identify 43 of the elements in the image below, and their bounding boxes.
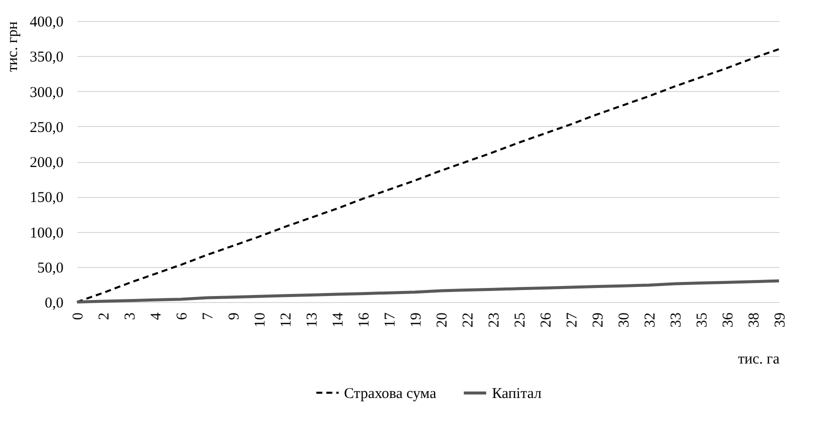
- x-tick-label: 35: [694, 312, 710, 328]
- x-tick-label: 19: [408, 312, 424, 328]
- line-series: [76, 279, 780, 304]
- x-tick-label: 22: [460, 312, 476, 328]
- x-tick-label: 17: [382, 312, 398, 328]
- x-tick-label: 27: [564, 312, 580, 328]
- x-axis-title: тис. га: [738, 352, 780, 368]
- x-tick-label: 6: [174, 312, 190, 320]
- y-tick-label: 0,0: [44, 296, 64, 312]
- x-tick-label: 13: [304, 312, 320, 328]
- x-tick-label: 32: [642, 312, 658, 328]
- y-tick-label: 50,0: [37, 260, 64, 276]
- x-tick-label: 36: [720, 312, 736, 328]
- x-tick-label: 20: [434, 312, 450, 328]
- y-tick-label: 200,0: [30, 155, 64, 171]
- x-tick-label: 16: [356, 312, 372, 328]
- x-tick-label: 14: [330, 312, 346, 328]
- y-axis-title: тис. грн: [4, 22, 21, 72]
- x-tick-label: 39: [772, 312, 788, 328]
- line-series: [76, 48, 780, 303]
- x-tick-label: 0: [70, 312, 86, 320]
- x-tick-label: 4: [148, 312, 164, 320]
- x-tick-label: 10: [252, 312, 268, 328]
- x-tick-label: 3: [122, 312, 138, 320]
- x-tick-label: 12: [278, 312, 294, 328]
- x-tick-label: 7: [200, 312, 216, 320]
- x-tick-label: 30: [616, 312, 632, 328]
- legend-label: Страхова сума: [344, 386, 437, 402]
- x-tick-label: 33: [668, 312, 684, 328]
- y-tick-label: 250,0: [30, 120, 64, 136]
- y-tick-label: 300,0: [30, 84, 64, 101]
- x-tick-label: 25: [512, 312, 528, 328]
- y-tick-label: 100,0: [30, 225, 64, 242]
- x-tick-label: 29: [590, 312, 606, 328]
- x-tick-label: 38: [746, 312, 762, 328]
- y-tick-label: 150,0: [30, 190, 64, 206]
- legend-label: Капітал: [492, 386, 542, 402]
- x-tick-label: 2: [96, 312, 112, 320]
- x-tick-label: 9: [226, 312, 242, 320]
- x-tick-label: 23: [486, 312, 502, 328]
- y-tick-label: 400,0: [30, 14, 64, 30]
- x-tick-label: 26: [538, 312, 554, 328]
- y-tick-label: 350,0: [30, 50, 64, 66]
